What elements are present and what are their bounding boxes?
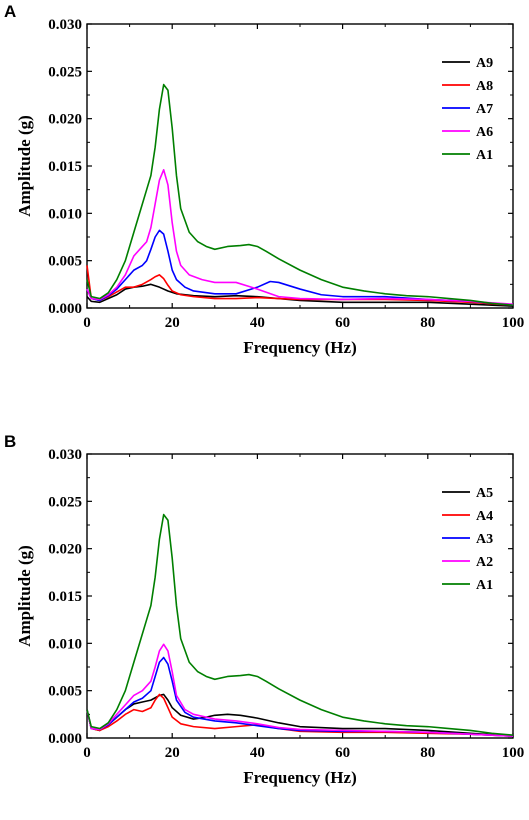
chart-a-svg: 0.000 0.005 0.010 0.015 0.020 0.025 0.030 0 20 40… [15,17,525,357]
y-tick-label: 0.005 [48,254,82,270]
series-line-a2 [86,643,514,737]
legend: A5 A4 A3 A2 A1 [442,486,493,593]
x-tick-label: 0 [83,745,91,761]
y-tick-label: 0.015 [48,589,82,605]
y-tick-label: 0.020 [48,112,82,128]
y-tick-label: 0.000 [48,301,82,317]
legend-label-a3: A3 [476,532,493,547]
x-axis-label: Frequency (Hz) [243,338,356,357]
chart-panel-a: A 0.000 0.005 0.010 0.015 0.020 0.025 0.030 0 20… [0,0,529,390]
legend-label-a1: A1 [476,148,493,163]
y-tick-label: 0.020 [48,542,82,558]
x-tick-label: 60 [335,745,350,761]
y-tick-label: 0.005 [48,684,82,700]
y-axis-label: Amplitude (g) [15,115,34,217]
series-line-a1 [86,513,514,736]
y-tick-label: 0.015 [48,159,82,175]
series-line-a6 [86,168,514,306]
y-tick-label: 0.030 [48,17,82,33]
series-line-a3 [86,656,514,737]
x-tick-label: 20 [165,745,180,761]
y-tick-label: 0.000 [48,731,82,747]
legend-label-a7: A7 [476,102,493,117]
legend-label-a6: A6 [476,125,493,140]
y-tick-label: 0.010 [48,636,82,652]
y-tick-label: 0.025 [48,494,82,510]
panel-label-a: A [4,2,17,21]
x-tick-label: 100 [502,745,525,761]
x-tick-label: 100 [502,315,525,331]
x-tick-label: 40 [250,745,265,761]
panel-label-b: B [4,432,17,451]
x-tick-label: 0 [83,315,91,331]
x-tick-label: 20 [165,315,180,331]
x-tick-label: 60 [335,315,350,331]
legend-label-a1: A1 [476,578,493,593]
legend-label-a5: A5 [476,486,493,501]
y-tick-label: 0.025 [48,64,82,80]
plot-frame [86,453,514,739]
y-tick-label: 0.010 [48,206,82,222]
legend-label-a9: A9 [476,56,493,71]
plot-area-border [86,453,514,739]
series-group [86,83,514,307]
chart-b-svg: 0.000 0.005 0.010 0.015 0.020 0.025 0.030 0 20 40… [15,447,525,787]
chart-panel-b: B 0.000 0.005 0.010 0.015 0.020 0.025 0.030 0 20… [0,430,529,820]
x-tick-label: 80 [420,315,435,331]
x-tick-label: 40 [250,315,265,331]
series-line-a9 [86,283,514,307]
plot-frame [86,23,514,309]
legend: A9 A8 A7 A6 A1 [442,56,493,163]
y-axis-label: Amplitude (g) [15,545,34,647]
x-axis-label: Frequency (Hz) [243,768,356,787]
x-tick-label: 80 [420,745,435,761]
legend-label-a8: A8 [476,79,493,94]
series-line-a7 [86,229,514,306]
series-line-a4 [86,693,514,737]
legend-label-a2: A2 [476,555,493,570]
plot-area-border [86,23,514,309]
series-group [86,513,514,737]
series-line-a1 [86,83,514,306]
y-tick-label: 0.030 [48,447,82,463]
legend-label-a4: A4 [476,509,493,524]
